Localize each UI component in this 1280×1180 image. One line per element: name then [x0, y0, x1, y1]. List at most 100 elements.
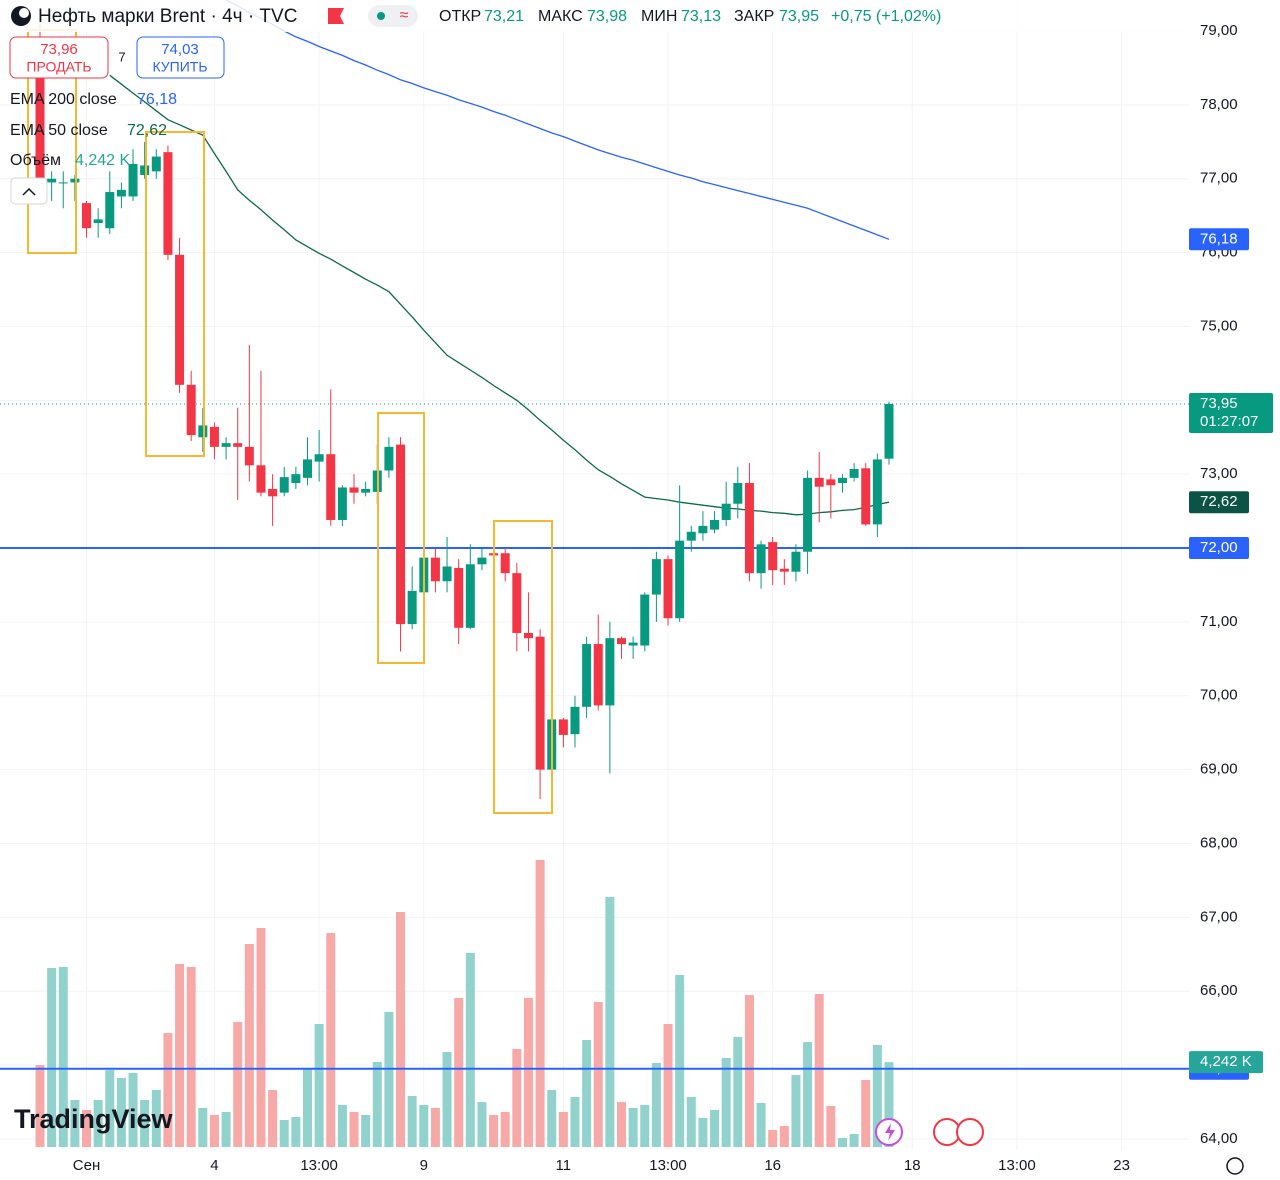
spread: 7 [118, 49, 125, 64]
candle-body [675, 540, 685, 619]
volume-bar [547, 1090, 557, 1147]
volume-bar [710, 1110, 720, 1147]
legend-value: 76,18 [137, 91, 177, 108]
volume-bar [535, 860, 545, 1147]
volume-bar [768, 1130, 778, 1147]
volume-bar [116, 1078, 126, 1147]
volume-bar [372, 1062, 382, 1147]
volume-bar [128, 1073, 138, 1147]
candle-body [477, 557, 487, 565]
candle-body [35, 45, 45, 179]
volume-bar [512, 1049, 522, 1147]
plot-area [0, 0, 1190, 1150]
x-tick-label: 13:00 [300, 1157, 338, 1174]
candle-body [617, 638, 626, 645]
sell-price: 73,96 [40, 41, 78, 58]
y-tick-label: 70,00 [1200, 687, 1238, 704]
candle-body [558, 719, 568, 735]
settings-icon[interactable] [1226, 1157, 1244, 1175]
volume-bar [837, 1138, 847, 1147]
candle-body [442, 566, 452, 582]
volume-bar [884, 1062, 894, 1147]
candle-body [233, 443, 243, 447]
x-tick-label: 4 [210, 1157, 218, 1174]
chart-title: Нефть марки Brent · 4ч · TVC [38, 6, 297, 27]
header-bg [0, 0, 1190, 32]
volume-bar [396, 912, 406, 1147]
candle-body [93, 219, 103, 224]
candle-body [582, 644, 592, 707]
candle-body [209, 426, 219, 447]
volume-bar [163, 1033, 173, 1147]
volume-bar [70, 1100, 80, 1147]
volume-bar [803, 1042, 813, 1147]
volume-bar [872, 1045, 882, 1147]
volume-bar [198, 1108, 208, 1147]
candle-body [70, 178, 80, 183]
buy-label: КУПИТЬ [152, 59, 207, 75]
x-tick-label: 23 [1113, 1157, 1130, 1174]
legend-name: EMA 200 close [10, 91, 117, 108]
x-tick-label: Сен [73, 1157, 100, 1174]
candle-body [884, 404, 894, 459]
volume-bar [58, 967, 68, 1147]
price-badge [1189, 537, 1249, 560]
volume-badge [1189, 1051, 1263, 1074]
volume-bar [698, 1118, 708, 1147]
legend-value: 4,242 K [75, 152, 130, 169]
volume-bar [756, 1103, 766, 1147]
volume-bar [686, 1097, 696, 1147]
status-icon: ≈ [400, 7, 409, 24]
candle-body [535, 636, 545, 770]
candle-body [47, 178, 57, 183]
volume-bar [779, 1126, 789, 1147]
candle-body [430, 557, 440, 582]
legend-name: EMA 50 close [10, 122, 108, 139]
ema-line [109, 74, 890, 516]
candle-body [349, 487, 359, 493]
volume-bar [640, 1105, 650, 1147]
x-tick-label: 16 [764, 1157, 781, 1174]
candle-body [500, 553, 510, 574]
ohlc-key: МИН [641, 8, 677, 25]
brand-logo: TradingView [14, 1104, 174, 1134]
candle-body [663, 559, 673, 619]
candle-body [105, 192, 115, 229]
volume-bar [814, 994, 824, 1147]
candle-body [605, 638, 615, 706]
candle-body [651, 559, 661, 595]
x-tick-label: 18 [904, 1157, 921, 1174]
candle-body [268, 488, 278, 497]
x-tick-label: 13:00 [649, 1157, 687, 1174]
candle-body [768, 542, 778, 571]
candle-body [58, 182, 68, 184]
y-tick-label: 77,00 [1200, 170, 1238, 187]
candle-body [128, 163, 138, 197]
y-tick-label: 75,00 [1200, 317, 1238, 334]
candle-body [686, 531, 696, 541]
price-badge-label: 76,18 [1200, 230, 1238, 247]
volume-bar [221, 1112, 231, 1147]
status-dot [377, 12, 385, 20]
volume-bar [861, 1080, 871, 1147]
ema-line [225, 0, 890, 240]
volume-bar [349, 1112, 359, 1147]
volume-bar [291, 1117, 301, 1147]
volume-bar [302, 1068, 312, 1147]
flag-icon[interactable] [328, 8, 344, 24]
candle-body [291, 474, 301, 484]
volume-bar [209, 1115, 219, 1147]
buy-button[interactable] [136, 36, 225, 79]
status-pill[interactable] [368, 5, 418, 27]
candle-body [198, 425, 208, 438]
candle-body [779, 568, 789, 572]
candle-body [826, 479, 836, 486]
flag-event[interactable] [956, 1118, 984, 1146]
candle-body [454, 567, 464, 628]
candle-body [791, 551, 801, 572]
collapse-button[interactable] [10, 177, 48, 205]
volume-bar [140, 1100, 150, 1147]
volume-bar [744, 995, 754, 1147]
sell-button[interactable] [9, 36, 109, 79]
